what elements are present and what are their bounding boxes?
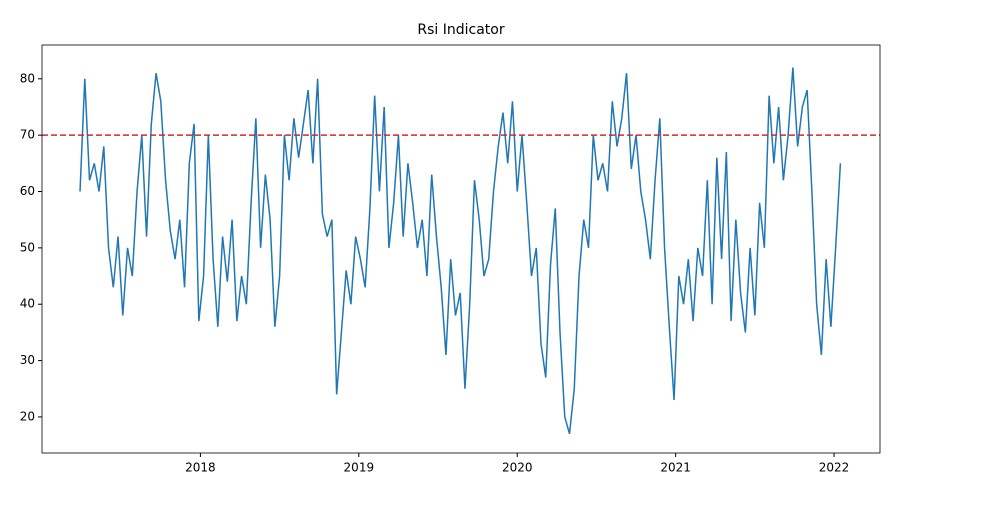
y-tick-label: 20 [20,409,35,423]
chart-title: Rsi Indicator [417,22,504,38]
y-tick-label: 40 [20,297,35,311]
y-tick-label: 30 [20,353,35,367]
y-tick-label: 50 [20,240,35,254]
rsi-line [79,67,842,435]
x-tick-label: 2022 [819,461,850,475]
x-tick-label: 2021 [660,461,691,475]
x-tick-label: 2018 [185,461,216,475]
y-tick-label: 60 [20,184,35,198]
x-tick-label: 2019 [344,461,375,475]
plot-frame [41,44,881,454]
x-tick-label: 2020 [502,461,533,475]
y-tick-label: 80 [20,71,35,85]
y-tick-label: 70 [20,128,35,142]
